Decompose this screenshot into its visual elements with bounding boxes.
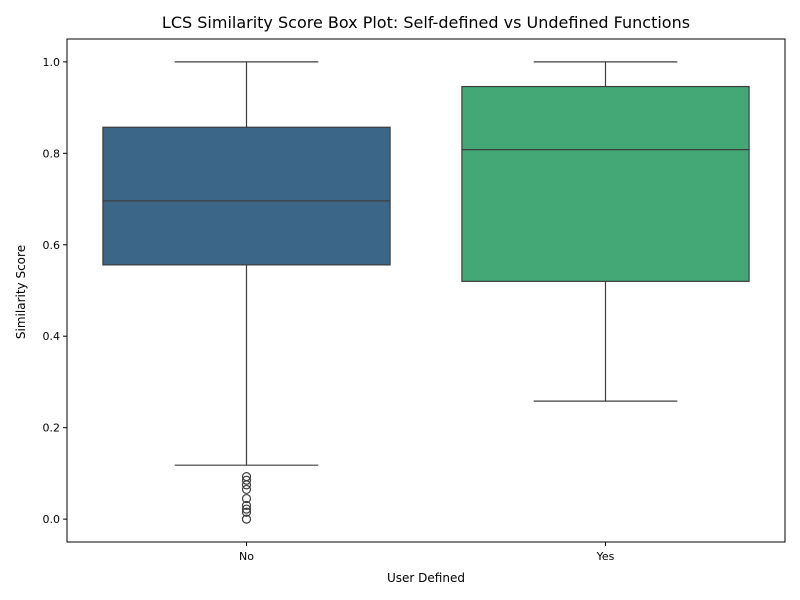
outlier-point xyxy=(241,475,252,485)
x-axis-label: User Defined xyxy=(387,571,465,585)
box-yes xyxy=(461,85,750,282)
outlier-point xyxy=(241,514,252,524)
y-axis-label: Similarity Score xyxy=(14,245,28,339)
box-no xyxy=(102,126,391,266)
outlier-point xyxy=(241,500,252,511)
y-tick-label: 0.2 xyxy=(43,422,61,435)
outlier-point xyxy=(241,493,252,504)
outlier-point xyxy=(241,504,252,514)
x-tick-label: No xyxy=(239,550,254,563)
y-tick-label: 0.0 xyxy=(43,513,61,526)
y-tick-label: 0.8 xyxy=(43,147,61,160)
outlier-point xyxy=(241,484,252,495)
y-tick-label: 0.4 xyxy=(43,330,61,343)
plot-frame xyxy=(66,38,786,543)
y-tick-label: 1.0 xyxy=(43,56,61,69)
y-tick-label: 0.6 xyxy=(43,239,61,252)
plot-area: 0.0 0.2 0.4 0.6 0.8 1.0 No Yes xyxy=(43,38,786,563)
chart-title: LCS Similarity Score Box Plot: Self-defi… xyxy=(162,13,690,32)
x-tick-label: Yes xyxy=(596,550,615,563)
outlier-point xyxy=(241,472,252,482)
outlier-point xyxy=(241,507,252,517)
